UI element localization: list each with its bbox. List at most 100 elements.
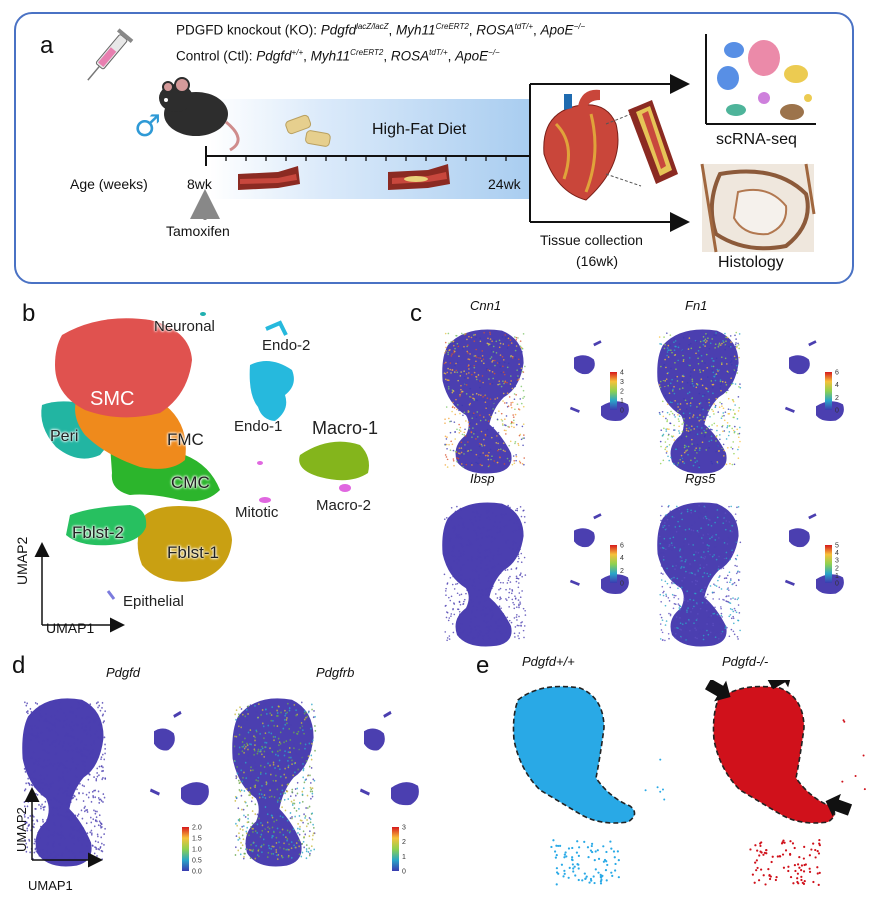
label-endo1: Endo-1 [234, 418, 283, 435]
panel-letter-b: b [22, 300, 36, 327]
panel-c-gene-title: Fn1 [685, 298, 708, 313]
panel-b-axis-y: UMAP2 [14, 536, 30, 585]
panel-c-2-tick: 6 [620, 543, 624, 550]
panel-d-axes [24, 787, 103, 868]
panel-c-1-tick: 6 [835, 370, 839, 377]
label-epithelial: Epithelial [123, 593, 184, 610]
panel-c-gene-title: Rgs5 [685, 471, 716, 486]
histology-label: Histology [718, 254, 784, 271]
cluster-endo1 [249, 361, 294, 421]
heart-icon [543, 89, 619, 201]
panel-c-3-tick: 4 [835, 550, 839, 557]
panel-b-axis-x: UMAP1 [46, 620, 95, 636]
artery-icon-healthy [238, 166, 300, 190]
panel-c-0-tick: 2 [620, 389, 624, 396]
panel-d-gene-title: Pdgfrb [316, 665, 355, 680]
panel-c-0-colorbar: 4 3 2 1 0 [610, 370, 624, 414]
panel-d-gene-title: Pdgfd [106, 665, 140, 680]
label-peri: Peri [50, 428, 79, 445]
panel-d-0-tick: 1.0 [192, 847, 202, 854]
panel-c-0-tick: 3 [620, 379, 624, 386]
panel-d-0-tick: 0.5 [192, 858, 202, 865]
label-fblst1: Fblst-1 [167, 543, 219, 562]
syringe-icon [87, 28, 134, 81]
age-label: Age (weeks) [70, 176, 148, 192]
label-endo2: Endo-2 [262, 337, 311, 354]
panel-c-2-tick: 4 [620, 555, 624, 562]
panel-c-1-tick: 0 [835, 408, 839, 415]
start-week-label: 8wk [187, 176, 212, 192]
food-pellet-icon [285, 114, 331, 147]
cluster-fblst1 [137, 506, 232, 582]
label-fmc: FMC [167, 430, 204, 449]
panel-e-subset-umap [512, 685, 666, 886]
arrow-icon [705, 680, 731, 702]
panel-c-gene-title: Cnn1 [470, 298, 502, 313]
panel-letter-a: a [40, 32, 54, 59]
label-macro2: Macro-2 [316, 497, 372, 514]
label-mitotic: Mitotic [235, 504, 279, 521]
cluster-neuronal [200, 312, 206, 316]
end-week-label: 24wk [488, 176, 521, 192]
artery-icon-diseased [388, 164, 450, 190]
panel-c-3-tick: 1 [835, 573, 839, 580]
panel-d-1-tick: 2 [402, 839, 406, 846]
panel-c-3-tick: 2 [835, 565, 839, 572]
diet-label: High-Fat Diet [372, 121, 467, 138]
panel-d-featureplot [232, 698, 419, 867]
ctl-genotype: Control (Ctl): Pdgfd+/+, Myh11CreERT2, R… [176, 48, 500, 64]
mouse-icon [159, 77, 240, 152]
panel-c-0-tick: 4 [620, 370, 624, 377]
panel-d-0-colorbar: 2.0 1.5 1.0 0.5 0.0 [182, 825, 202, 876]
ko-genotype: PDGFD knockout (KO): PdgfdlacZ/lacZ, Myh… [176, 22, 586, 38]
panel-d-1-tick: 3 [402, 825, 406, 832]
panel-c-2-tick: 2 [620, 568, 624, 575]
label-neuronal: Neuronal [154, 318, 215, 335]
panel-c-2-colorbar: 6 4 2 0 [610, 543, 624, 588]
panel-c-featureplot [657, 502, 844, 647]
panel-c-grid: Cnn1 4 3 2 1 0 Fn1 6 4 2 0 Ibsp 6 4 2 0 Rgs5 5 4 3 2 1 0 [420, 296, 860, 647]
label-cmc: CMC [171, 473, 210, 492]
panel-c-1-tick: 4 [835, 382, 839, 389]
cluster-macro1 [299, 441, 369, 481]
arrow-icon [767, 680, 793, 690]
panel-e-genotype-title: Pdgfd+/+ [522, 654, 575, 669]
timeline-ticks [225, 156, 507, 161]
plaque-artery-icon [628, 100, 678, 184]
panel-d-axis-x: UMAP1 [28, 878, 73, 893]
panel-e-grid: Pdgfd+/+ Pdgfd-/- [480, 650, 880, 900]
panel-c-1-colorbar: 6 4 2 0 [825, 370, 839, 415]
panel-d-0-tick: 1.5 [192, 836, 202, 843]
panel-c-3-tick: 5 [835, 543, 839, 550]
panel-letter-c: c [410, 300, 422, 327]
panel-e-genotype-title: Pdgfd-/- [722, 654, 769, 669]
panel-d-1-colorbar: 3 2 1 0 [392, 825, 406, 876]
male-icon: ♂ [134, 109, 161, 144]
panel-e-cluster-body [513, 686, 635, 823]
panel-c-3-tick: 0 [835, 581, 839, 588]
panel-c-featureplot [442, 502, 629, 647]
panel-c-3-tick: 3 [835, 558, 839, 565]
tissue-collection-label: Tissue collection [540, 232, 643, 248]
arrow-icon [825, 793, 853, 817]
panel-letter-d: d [12, 652, 26, 679]
histology-image [700, 163, 816, 253]
panel-c-featureplot [657, 329, 844, 474]
panel-c-gene-title: Ibsp [470, 471, 495, 486]
panel-c-featureplot [442, 329, 629, 474]
panel-d-1-tick: 0 [402, 869, 406, 876]
cluster-fblst2 [66, 505, 147, 546]
panel-d-1-tick: 1 [402, 854, 406, 861]
panel-letter-e: e [476, 652, 490, 679]
label-fblst2: Fblst-2 [72, 523, 124, 542]
panel-d-grid: Pdgfd 2.0 1.5 1.0 0.5 0.0 Pdgfrb 3 2 1 0 [0, 655, 430, 900]
panel-d-0-tick: 0.0 [192, 869, 202, 876]
tamoxifen-label: Tamoxifen [166, 223, 230, 239]
panel-c-0-tick: 1 [620, 398, 624, 405]
tissue-collection-age: (16wk) [576, 253, 619, 269]
panel-c-2-tick: 0 [620, 581, 624, 588]
cluster-epithelial [106, 590, 116, 600]
cluster-macro2 [339, 484, 351, 492]
scrna-seq-label: scRNA-seq [716, 131, 797, 148]
panel-a-frame [14, 12, 854, 284]
